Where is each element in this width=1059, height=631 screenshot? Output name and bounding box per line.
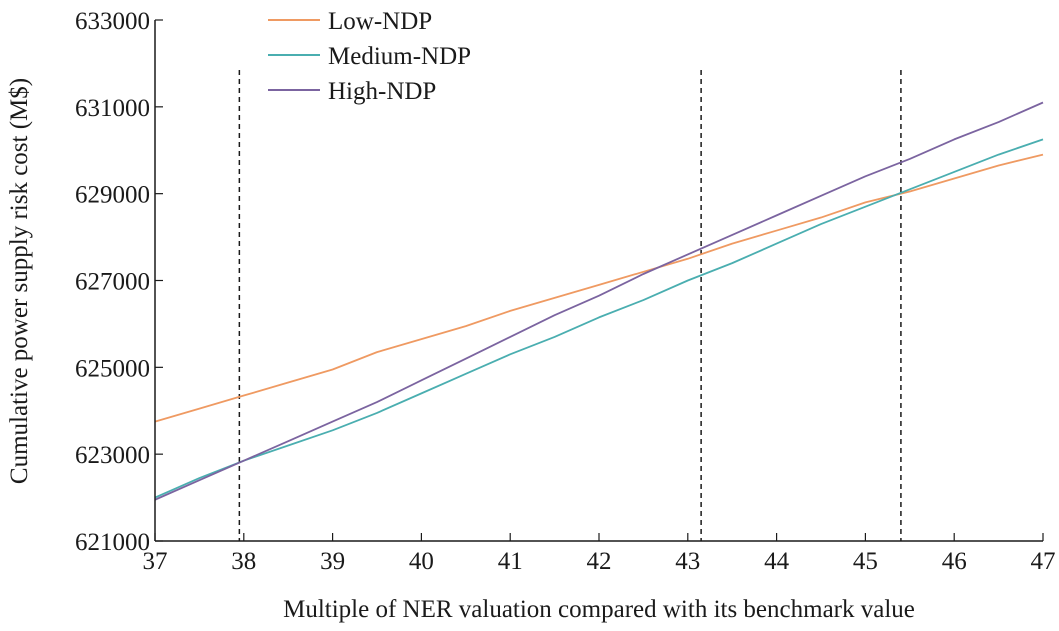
y-ticks: 621000 623000 625000 627000 629000 631000 6330… <box>75 8 163 556</box>
y-tick-label: 631000 <box>75 95 150 122</box>
x-ticks: 37 38 39 40 41 42 43 44 45 46 47 <box>143 533 1056 575</box>
y-tick-label: 627000 <box>75 269 150 296</box>
y-tick-label: 625000 <box>75 355 150 382</box>
x-axis-label: Multiple of NER valuation compared with … <box>283 596 915 623</box>
axes <box>154 20 1043 542</box>
x-tick-label: 41 <box>498 548 523 575</box>
y-tick-label: 621000 <box>75 529 150 556</box>
x-tick-label: 38 <box>231 548 256 575</box>
legend: Low-NDP Medium-NDP High-NDP <box>268 8 471 105</box>
series-line-low-ndp <box>154 153 1044 423</box>
legend-label: High-NDP <box>328 78 436 105</box>
series-line-high-ndp <box>154 101 1044 501</box>
legend-label: Low-NDP <box>328 8 432 35</box>
x-tick-label: 39 <box>320 548 345 575</box>
y-axis-label: Cumulative power supply risk cost (M$) <box>6 78 33 484</box>
x-tick-label: 37 <box>143 548 168 575</box>
reference-lines <box>238 70 902 541</box>
x-tick-label: 46 <box>942 548 967 575</box>
x-tick-label: 45 <box>853 548 878 575</box>
x-tick-label: 47 <box>1031 548 1056 575</box>
x-tick-label: 43 <box>675 548 700 575</box>
legend-label: Medium-NDP <box>328 43 471 70</box>
x-tick-label: 40 <box>409 548 434 575</box>
series-lines <box>154 101 1044 501</box>
y-tick-label: 623000 <box>75 442 150 469</box>
series-line-medium-ndp <box>154 138 1044 499</box>
x-tick-label: 42 <box>587 548 612 575</box>
x-tick-label: 44 <box>764 548 790 575</box>
y-tick-label: 629000 <box>75 182 150 209</box>
y-tick-label: 633000 <box>75 8 150 35</box>
